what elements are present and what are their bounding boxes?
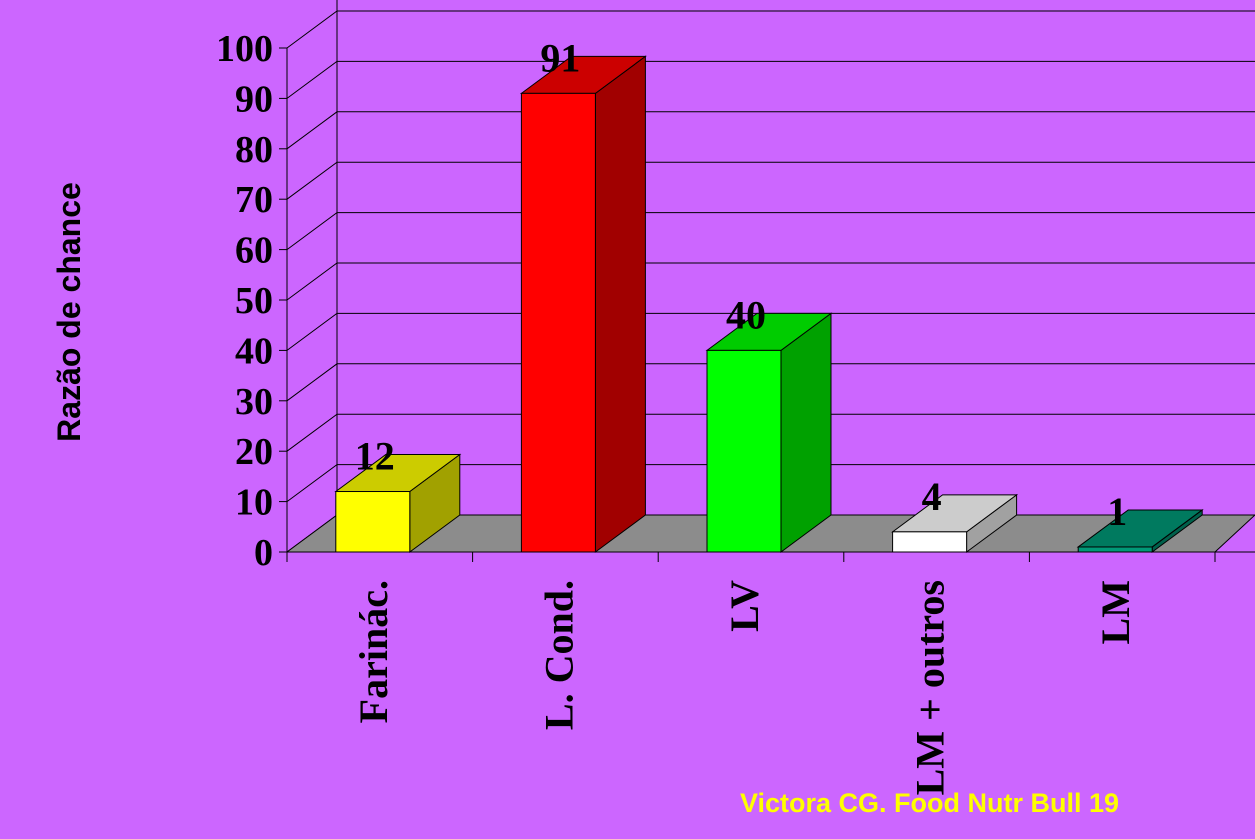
y-tick-label: 80	[235, 129, 273, 171]
y-tick-label: 0	[254, 532, 273, 574]
x-tick-label: Farinác.	[351, 580, 396, 723]
bar	[706, 349, 782, 553]
x-tick-label: L. Cond.	[536, 580, 581, 730]
grid-line	[286, 212, 1255, 251]
bar-side	[594, 55, 646, 553]
value-label: 12	[355, 434, 395, 479]
x-tick-label: LM	[1093, 580, 1138, 644]
grid-line	[286, 363, 1255, 402]
grid-line	[286, 312, 1255, 351]
y-tick-label: 60	[235, 230, 273, 272]
y-tick-label: 100	[216, 28, 273, 70]
x-tick-label: LM + outros	[908, 580, 953, 795]
y-tick-label: 70	[235, 179, 273, 221]
grid-line	[286, 10, 1255, 49]
x-tick-label: LV	[722, 580, 767, 632]
grid-line	[286, 413, 1255, 452]
y-tick-label: 90	[235, 78, 273, 120]
value-label: 91	[540, 35, 580, 80]
y-tick-label: 40	[235, 330, 273, 372]
bar	[335, 491, 411, 553]
grid-line	[286, 161, 1255, 200]
grid-line	[286, 60, 1255, 99]
y-tick-label: 50	[235, 280, 273, 322]
bar	[1077, 546, 1153, 553]
y-tick-label: 30	[235, 381, 273, 423]
y-tick-label: 10	[235, 482, 273, 524]
bar	[892, 531, 968, 553]
y-axis-title: Razão de chance	[51, 182, 87, 442]
value-label: 1	[1107, 489, 1127, 534]
grid-line	[286, 464, 1255, 503]
bar-side	[780, 312, 832, 553]
y-tick-label: 20	[235, 431, 273, 473]
value-label: 40	[726, 292, 766, 337]
bar	[520, 92, 596, 553]
source: Victora CG. Food Nutr Bull 19	[740, 788, 1119, 818]
grid-line	[286, 111, 1255, 150]
value-label: 4	[922, 474, 942, 519]
grid-line	[286, 262, 1255, 301]
